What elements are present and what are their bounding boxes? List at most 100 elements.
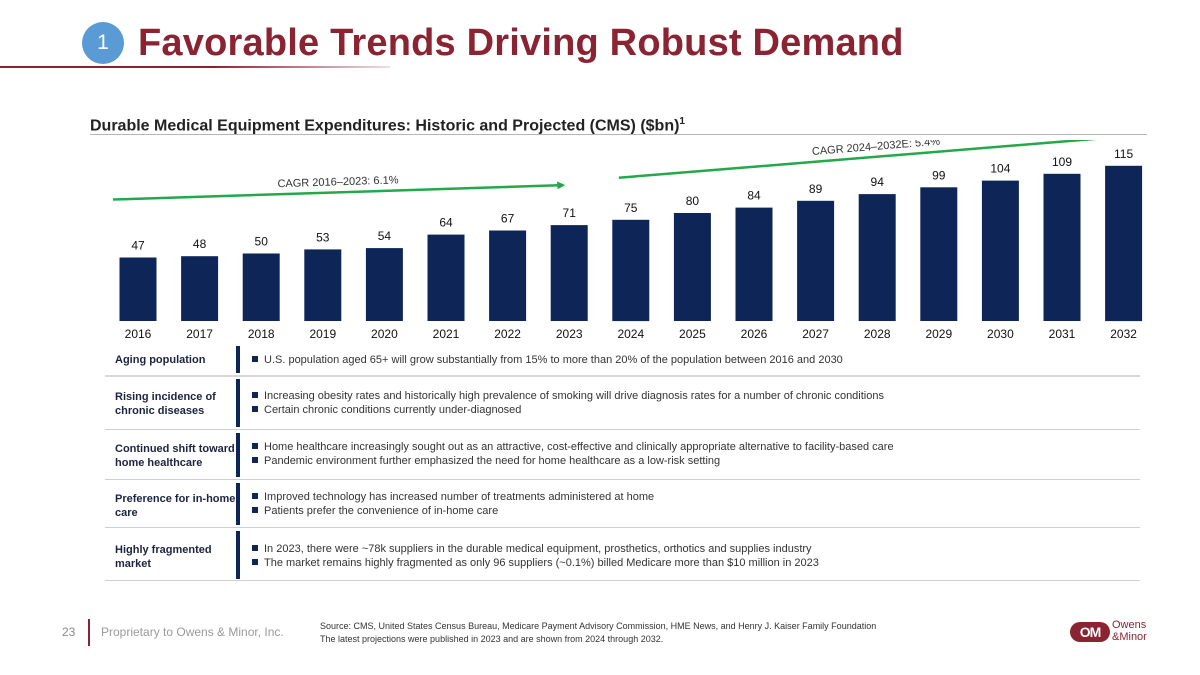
cagr-arrow [618,140,1136,179]
x-axis-tick-label: 2026 [741,327,768,341]
bar-value-label: 109 [1052,155,1072,169]
x-axis-tick-label: 2030 [987,327,1014,341]
bullet-text: Pandemic environment further emphasized … [264,455,721,467]
logo-line: &Minor [1112,631,1147,643]
source-line: The latest projections were published in… [320,634,664,644]
x-axis-tick-label: 2021 [433,327,460,341]
row-divider [105,527,1140,528]
chart-bar-2030 [981,180,1019,321]
driver-accent-bar [236,433,240,477]
driver-bullet: Increasing obesity rates and historicall… [252,389,884,403]
bullet-square-icon [252,392,258,398]
chart-bar-2020 [365,248,403,321]
cagr-arrow [112,181,566,201]
chart-bar-2017 [181,256,219,321]
bullet-square-icon [252,545,258,551]
bullet-square-icon [252,559,258,565]
bar-value-label: 115 [1114,147,1133,161]
bar-value-label: 50 [255,235,269,249]
source-line: Source: CMS, United States Census Bureau… [320,621,877,631]
bar-value-label: 71 [563,206,577,220]
driver-bullet: U.S. population aged 65+ will grow subst… [252,353,843,367]
chart-bar-2021 [427,234,465,321]
company-logo: OM Owens &Minor [1070,619,1150,645]
driver-bullet: The market remains highly fragmented as … [252,556,819,570]
driver-label: Continued shift toward home healthcare [115,443,235,469]
driver-accent-bar [236,531,240,579]
bar-value-label: 99 [932,168,946,182]
driver-bullet: Pandemic environment further emphasized … [252,454,894,468]
logo-wordmark: Owens &Minor [1112,619,1147,643]
driver-label: Aging population [115,354,206,366]
driver-label: Rising incidence of chronic diseases [115,391,216,417]
chart-bar-2032 [1105,165,1143,322]
x-axis-tick-label: 2025 [679,327,706,341]
logo-line: Owens [1112,619,1147,631]
bar-value-label: 67 [501,212,515,226]
chart-bar-2027 [797,200,835,321]
expenditure-bar-chart: 47 48 50 53 54 64 67 71 75 80 84 89 94 99 104 109 115 20… [112,140,1143,341]
chart-bar-2031 [1043,173,1081,321]
bar-value-label: 94 [871,175,885,189]
row-divider [105,375,1140,377]
x-axis-tick-label: 2020 [371,327,398,341]
bullet-text: The market remains highly fragmented as … [264,557,819,569]
bar-value-label: 104 [990,162,1010,176]
title-underline [0,66,390,68]
chart-bar-2026 [735,207,773,321]
x-axis-tick-label: 2018 [248,327,275,341]
driver-bullet: Improved technology has increased number… [252,490,654,504]
x-axis-tick-label: 2029 [925,327,952,341]
driver-label: Highly fragmented market [115,544,212,570]
bullet-square-icon [252,406,258,412]
cagr-label: CAGR 2024–2032E: 5.4% [811,140,940,158]
chart-title-divider [90,134,1147,135]
bar-value-label: 84 [747,189,761,203]
driver-bullet: Certain chronic conditions currently und… [252,403,884,417]
x-axis-tick-label: 2023 [556,327,583,341]
driver-label: Preference for in-home care [115,493,236,519]
bar-value-label: 89 [809,182,823,196]
chart-bar-2025 [673,213,711,321]
x-axis-tick-label: 2028 [864,327,891,341]
footer-divider [88,619,90,646]
page-title: Favorable Trends Driving Robust Demand [138,22,904,64]
bar-value-label: 47 [131,239,145,253]
bullet-text: Certain chronic conditions currently und… [264,404,522,416]
section-number-badge: 1 [82,22,124,64]
proprietary-notice: Proprietary to Owens & Minor, Inc. [101,625,284,639]
bullet-text: Increasing obesity rates and historicall… [264,390,884,402]
chart-bar-2022 [489,230,527,321]
bar-value-label: 53 [316,230,330,244]
driver-bullets: U.S. population aged 65+ will grow subst… [252,353,843,367]
bar-value-label: 48 [193,237,207,251]
chart-bar-2023 [550,225,588,321]
chart-title-footnote: 1 [679,116,685,127]
bullet-text: Improved technology has increased number… [264,491,655,503]
x-axis-tick-label: 2022 [494,327,521,341]
driver-bullets: In 2023, there were ~78k suppliers in th… [252,542,819,570]
bullet-square-icon [252,443,258,449]
bar-value-label: 80 [686,194,700,208]
x-axis-tick-label: 2031 [1049,327,1076,341]
row-divider [105,429,1140,430]
bullet-square-icon [252,507,258,513]
chart-title-text: Durable Medical Equipment Expenditures: … [90,117,680,135]
bullet-text: Patients prefer the convenience of in-ho… [264,505,499,517]
chart-bar-2029 [920,187,958,321]
chart-bar-2028 [858,194,896,321]
row-divider [105,580,1140,581]
row-divider [105,479,1140,480]
driver-bullets: Home healthcare increasingly sought out … [252,440,894,468]
driver-accent-bar [236,483,240,525]
driver-bullets: Increasing obesity rates and historicall… [252,389,884,417]
source-note: Source: CMS, United States Census Bureau… [320,620,876,646]
bar-value-label: 75 [624,201,638,215]
page-number: 23 [62,625,76,639]
bullet-text: U.S. population aged 65+ will grow subst… [264,354,843,366]
bullet-square-icon [252,356,258,362]
bar-value-label: 54 [378,229,392,243]
x-axis-tick-label: 2017 [186,327,213,341]
cagr-label: CAGR 2016–2023: 6.1% [277,174,399,190]
driver-bullet: In 2023, there were ~78k suppliers in th… [252,542,819,556]
